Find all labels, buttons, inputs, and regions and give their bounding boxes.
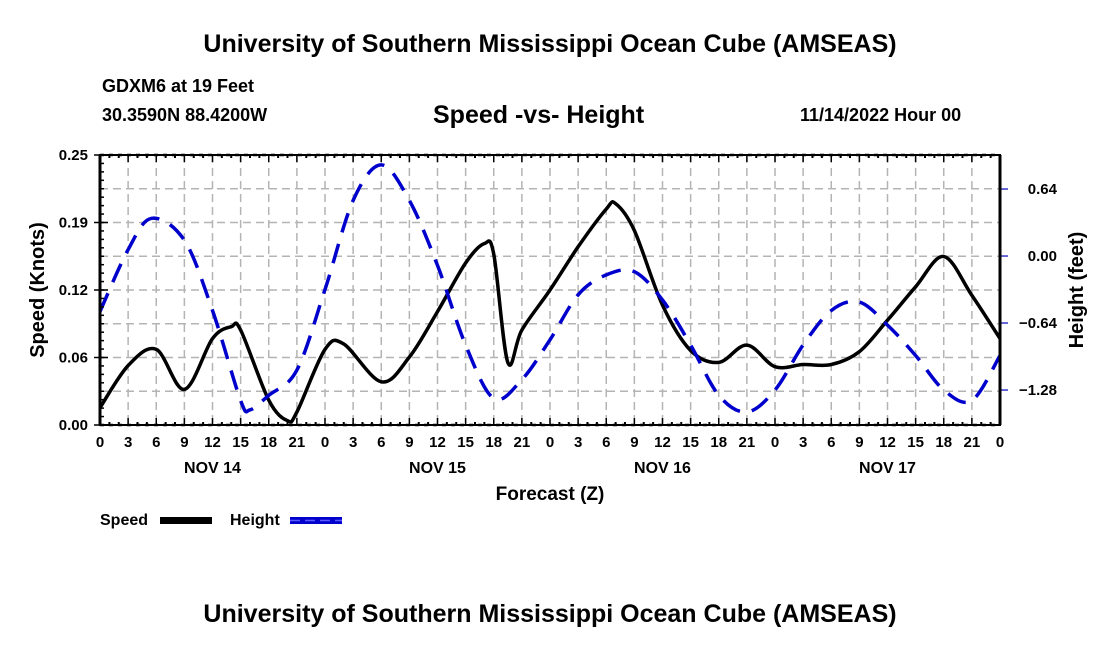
- day-label: NOV 14: [184, 460, 241, 477]
- page-title: University of Southern Mississippi Ocean…: [203, 30, 897, 58]
- y-tick-label: 0.25: [59, 147, 88, 164]
- coordinates-label: 30.3590N 88.4200W: [102, 105, 268, 125]
- chart-title: Speed -vs- Height: [433, 101, 645, 129]
- y2-tick-label: 0.64: [1028, 181, 1058, 198]
- series-line-height: [98, 163, 1002, 414]
- x-tick-label: 9: [630, 434, 638, 451]
- x-tick-label: 15: [457, 434, 474, 451]
- y-axis-label: Speed (Knots): [27, 222, 49, 358]
- x-tick-label: 15: [682, 434, 699, 451]
- footer-title: University of Southern Mississippi Ocean…: [203, 600, 897, 628]
- legend-label-height: Height: [230, 512, 280, 529]
- x-tick-label: 0: [96, 434, 104, 451]
- x-tick-label: 9: [855, 434, 863, 451]
- x-tick-label: 3: [124, 434, 132, 451]
- date-label: 11/14/2022 Hour 00: [800, 105, 962, 125]
- x-tick-label: 12: [204, 434, 221, 451]
- axes: 0 3 6 9 12 15 18 21 0 3 6 9 12 15 18 21 0 3 6 9 12 15 18 21 0 3 6 9…: [59, 147, 1058, 477]
- x-tick-label: 21: [514, 434, 531, 451]
- station-label: GDXM6 at 19 Feet: [102, 76, 255, 96]
- x-tick-label: 3: [349, 434, 357, 451]
- legend: Speed Height: [100, 512, 342, 529]
- y-tick-label: 0.12: [59, 282, 88, 299]
- x-tick-label: 18: [935, 434, 952, 451]
- x-tick-label: 18: [710, 434, 727, 451]
- x-tick-label: 3: [574, 434, 582, 451]
- x-tick-label: 6: [602, 434, 610, 451]
- x-tick-label: 15: [232, 434, 249, 451]
- legend-swatch-speed: [160, 517, 212, 524]
- x-tick-label: 12: [429, 434, 446, 451]
- y2-tick-label: −1.28: [1019, 382, 1057, 399]
- day-label: NOV 16: [634, 460, 691, 477]
- x-tick-label: 12: [654, 434, 671, 451]
- y-tick-label: 0.06: [59, 350, 88, 367]
- legend-swatch-height: [290, 517, 342, 524]
- series-layer: [98, 163, 1002, 424]
- x-axis-label: Forecast (Z): [496, 484, 605, 505]
- x-tick-label: 6: [152, 434, 160, 451]
- day-label: NOV 15: [409, 460, 466, 477]
- y2-tick-label: −0.64: [1019, 315, 1058, 332]
- x-tick-label: 21: [964, 434, 981, 451]
- x-tick-label: 6: [827, 434, 835, 451]
- x-tick-label: 18: [260, 434, 277, 451]
- x-tick-label: 9: [180, 434, 188, 451]
- x-tick-label: 18: [485, 434, 502, 451]
- y2-axis-label: Height (feet): [1066, 232, 1088, 349]
- x-tick-label: 9: [405, 434, 413, 451]
- legend-label-speed: Speed: [100, 512, 148, 529]
- day-label: NOV 17: [859, 460, 916, 477]
- x-tick-label: 6: [377, 434, 385, 451]
- x-tick-label: 15: [907, 434, 924, 451]
- x-tick-label: 12: [879, 434, 896, 451]
- x-tick-label: 21: [289, 434, 306, 451]
- x-tick-label: 3: [799, 434, 807, 451]
- x-tick-label: 0: [546, 434, 554, 451]
- y2-tick-label: 0.00: [1028, 248, 1057, 265]
- x-tick-label: 0: [321, 434, 329, 451]
- series-line-speed: [98, 200, 1002, 424]
- y-tick-label: 0.00: [59, 417, 88, 434]
- y-tick-label: 0.19: [59, 215, 88, 232]
- x-tick-label: 21: [739, 434, 756, 451]
- x-tick-label: 0: [771, 434, 779, 451]
- x-tick-label: 0: [996, 434, 1004, 451]
